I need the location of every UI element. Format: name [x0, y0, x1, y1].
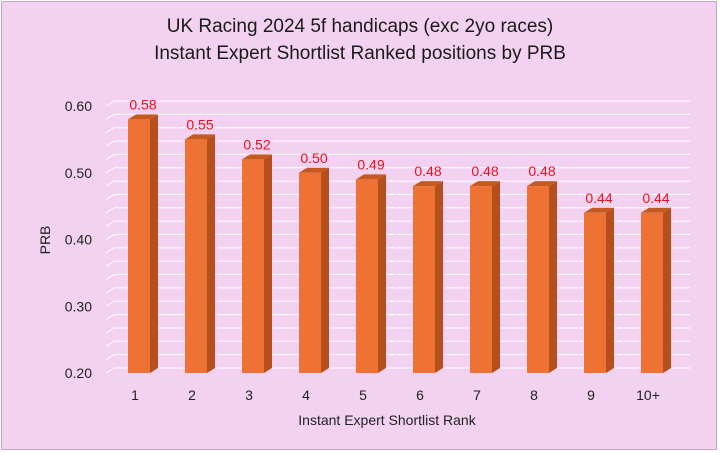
- x-tick-label: 9: [587, 387, 595, 403]
- gridline-depth: [105, 180, 115, 187]
- data-label: 0.44: [642, 190, 669, 206]
- bar-side: [150, 114, 158, 373]
- y-tick-label: 0.60: [65, 98, 92, 114]
- bar: 0.52: [242, 136, 272, 373]
- x-axis-label: Instant Expert Shortlist Rank: [298, 412, 476, 428]
- x-tick-label: 2: [188, 387, 196, 403]
- gridline-depth: [105, 140, 115, 147]
- bar-front: [242, 159, 264, 373]
- bar-top: [584, 207, 614, 213]
- gridline-depth: [105, 194, 115, 200]
- y-tick-label: 0.20: [65, 365, 92, 381]
- bar-side: [549, 181, 557, 373]
- gridline-depth: [105, 287, 115, 294]
- bar-top: [413, 181, 443, 187]
- bar-front: [185, 139, 207, 373]
- bar-front: [299, 172, 321, 373]
- bar: 0.49: [356, 156, 386, 373]
- gridline-depth: [105, 367, 115, 374]
- gridline-depth: [105, 274, 115, 280]
- bar-top: [641, 207, 671, 213]
- x-tick-label: 4: [302, 387, 310, 403]
- bar-side: [663, 207, 671, 373]
- bar: 0.58: [128, 96, 158, 373]
- bar-top: [527, 181, 557, 187]
- x-tick-label: 10+: [636, 387, 660, 403]
- bar-side: [492, 181, 500, 373]
- gridline-depth: [105, 234, 115, 240]
- gridline-depth: [105, 207, 115, 214]
- gridline-depth: [105, 340, 115, 347]
- chart-subtitle: Instant Expert Shortlist Ranked position…: [154, 43, 566, 64]
- bar-top: [128, 114, 158, 120]
- x-tick-label: 7: [473, 387, 481, 403]
- bar-front: [584, 212, 606, 373]
- gridline-depth: [105, 327, 115, 334]
- bar-side: [207, 134, 215, 373]
- gridline-depth: [105, 260, 115, 267]
- data-label: 0.52: [243, 136, 270, 152]
- bar: 0.48: [527, 163, 557, 373]
- bar: 0.50: [299, 150, 329, 373]
- gridline-depth: [105, 354, 115, 361]
- data-label: 0.48: [414, 163, 441, 179]
- bar-top: [470, 181, 500, 187]
- bar-top: [356, 174, 386, 180]
- data-label: 0.55: [186, 116, 213, 132]
- bar: 0.48: [413, 163, 443, 373]
- bar-side: [606, 207, 614, 373]
- bar-front: [356, 179, 378, 373]
- x-tick-label: 6: [416, 387, 424, 403]
- bar-top: [299, 167, 329, 173]
- bar: 0.48: [470, 163, 500, 373]
- y-tick-label: 0.30: [65, 298, 92, 314]
- bar-side: [435, 181, 443, 373]
- bar: 0.44: [584, 190, 614, 373]
- bar-front: [641, 212, 663, 373]
- bar-front: [527, 186, 549, 373]
- gridline-depth: [105, 300, 115, 307]
- x-axis-ticks: 1 2 3 4 5 6 7 8 9 10+: [131, 387, 660, 403]
- data-label: 0.48: [471, 163, 498, 179]
- bar-side: [321, 167, 329, 373]
- bar-front: [470, 186, 492, 373]
- bars: 0.58 0.55 0.52 0.50 0.49 0.48 0.48 0.48 0.44 0.44: [128, 96, 671, 373]
- y-tick-label: 0.40: [65, 232, 92, 248]
- x-tick-label: 5: [359, 387, 367, 403]
- bar: 0.55: [185, 116, 215, 373]
- chart-title: UK Racing 2024 5f handicaps (exc 2yo rac…: [166, 16, 554, 37]
- gridline-depth: [105, 220, 115, 227]
- bar-front: [128, 119, 150, 373]
- bar-top: [242, 154, 272, 160]
- y-axis-ticks: 0.20 0.30 0.40 0.50 0.60: [65, 98, 92, 381]
- x-tick-label: 8: [530, 387, 538, 403]
- x-tick-label: 3: [245, 387, 253, 403]
- data-label: 0.49: [357, 156, 384, 172]
- data-label: 0.48: [528, 163, 555, 179]
- gridline-depth: [105, 314, 115, 321]
- gridline-depth: [105, 127, 115, 134]
- gridline-depth: [105, 247, 115, 254]
- gridline-depth: [105, 113, 115, 120]
- bar: 0.44: [641, 190, 671, 373]
- y-axis-label: PRB: [37, 226, 53, 255]
- gridline-depth: [105, 167, 115, 174]
- x-tick-label: 1: [131, 387, 139, 403]
- data-label: 0.58: [129, 96, 156, 112]
- bar-front: [413, 186, 435, 373]
- data-label: 0.44: [585, 190, 612, 206]
- gridline-depth: [105, 153, 115, 160]
- bar-side: [264, 154, 272, 373]
- gridline-depth: [105, 100, 115, 107]
- bar-side: [378, 174, 386, 373]
- data-label: 0.50: [300, 150, 327, 166]
- y-tick-label: 0.50: [65, 165, 92, 181]
- bar-top: [185, 134, 215, 140]
